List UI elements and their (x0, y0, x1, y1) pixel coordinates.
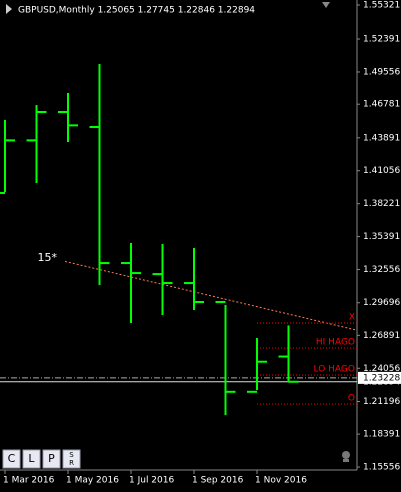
y-tick-label: 1.32556 (363, 265, 400, 275)
y-tick-label: 1.26891 (363, 331, 400, 341)
x-tick-label: 1 May 2016 (66, 476, 119, 486)
toolbar-button-label: C (8, 452, 16, 465)
trend-line (64, 260, 358, 331)
y-tick-label: 1.55321 (363, 0, 400, 10)
toolbar-button-label: R (69, 459, 74, 467)
y-tick-label: 1.21196 (363, 397, 400, 407)
price-label: 1.23228 (363, 373, 400, 383)
y-tick-label: 1.43891 (363, 133, 400, 143)
y-tick-label: 1.35391 (363, 232, 400, 242)
y-tick-label: 1.52391 (363, 35, 400, 45)
skull-icon (342, 451, 350, 462)
level-label: HI HAGO (316, 337, 355, 347)
y-tick-label: 1.46781 (363, 100, 400, 110)
x-tick-label: 1 Jul 2016 (129, 476, 174, 486)
chart-title: GBPUSD,Monthly 1.25065 1.27745 1.22846 1… (18, 6, 255, 16)
x-tick-label: 1 Nov 2016 (255, 476, 307, 486)
y-tick-label: 1.18391 (363, 430, 400, 440)
y-tick-label: 1.38221 (363, 199, 400, 209)
level-label: O (348, 394, 355, 404)
price-box (358, 371, 401, 384)
toolbar-button[interactable] (62, 449, 81, 469)
y-tick-label: 1.49556 (363, 67, 400, 77)
toolbar-button[interactable] (42, 449, 61, 469)
toolbar-button-label: L (28, 452, 35, 465)
menu-icon[interactable] (6, 4, 12, 14)
y-tick-label: 1.29696 (363, 298, 400, 308)
toolbar-button-label: S (69, 451, 74, 459)
toolbar-button[interactable] (2, 449, 21, 469)
scroll-icon[interactable] (322, 2, 330, 8)
level-label: LO HAGO (314, 364, 355, 374)
y-tick-label: 1.15556 (363, 463, 400, 473)
y-tick-label: 1.41056 (363, 166, 400, 176)
x-tick-label: 1 Sep 2016 (192, 476, 244, 486)
x-tick-label: 1 Mar 2016 (3, 476, 55, 486)
level-label: X (349, 313, 355, 323)
toolbar-button-label: P (48, 452, 55, 465)
trend-label: 15* (38, 251, 58, 264)
toolbar-button[interactable] (22, 449, 41, 469)
y-tick-label: 1.24056 (363, 364, 400, 374)
